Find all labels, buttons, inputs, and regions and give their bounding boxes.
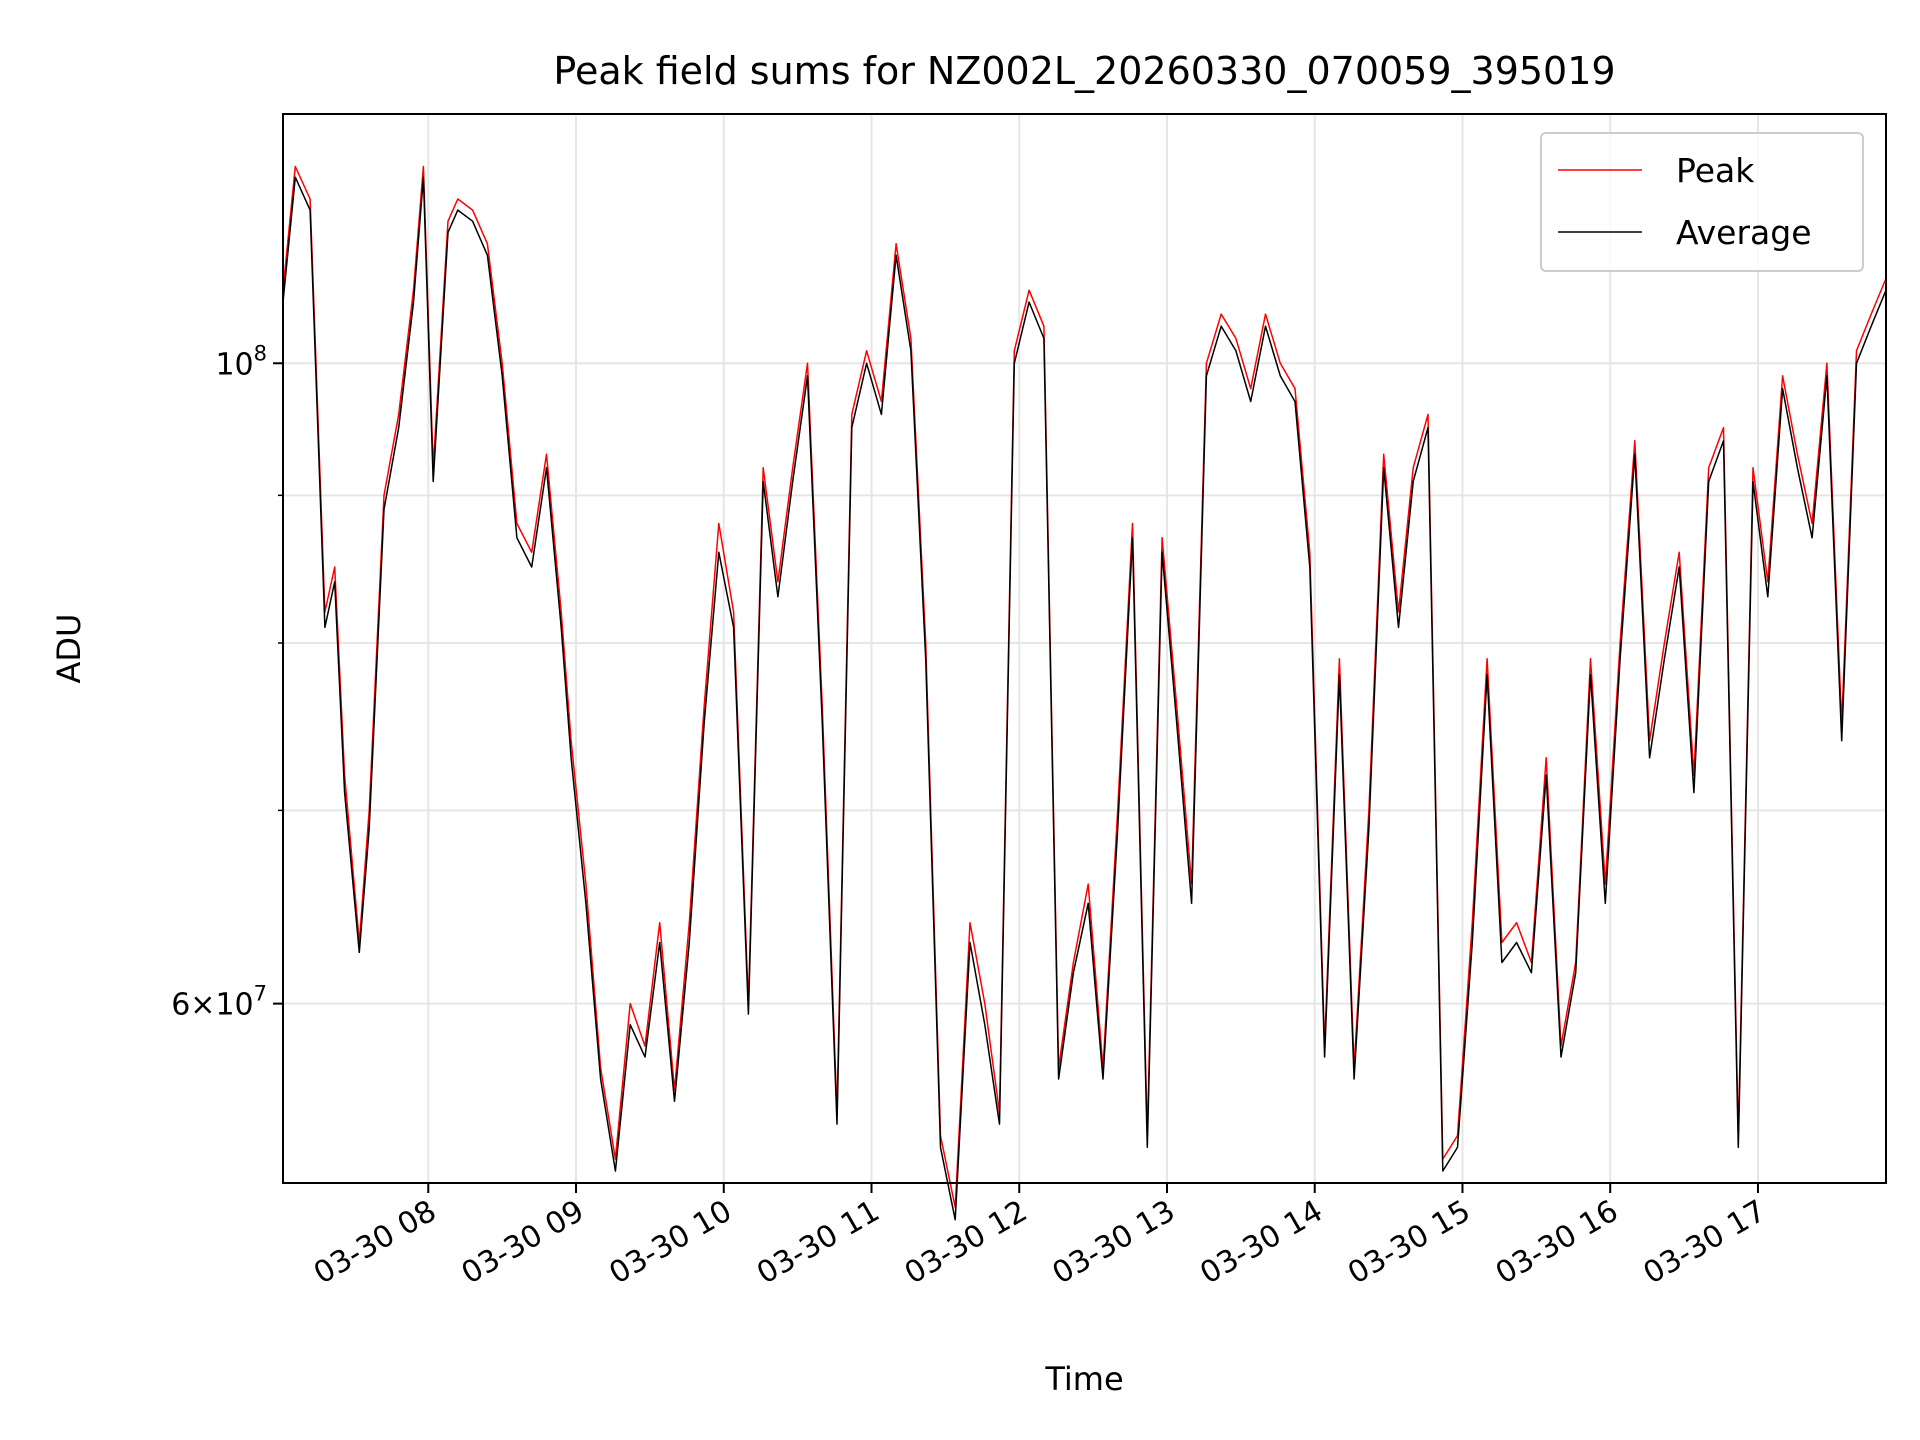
y-axis-label: ADU — [50, 614, 88, 684]
legend-label-peak: Peak — [1676, 151, 1755, 190]
legend-label-average: Average — [1676, 213, 1812, 252]
grid — [283, 114, 1886, 1183]
chart-title: Peak field sums for NZ002L_20260330_0700… — [553, 49, 1615, 93]
series-layer — [282, 165, 1887, 1221]
series-line-average — [282, 176, 1887, 1221]
y-tick-label: 6×107 — [171, 982, 267, 1023]
x-axis-label: Time — [1044, 1360, 1123, 1398]
y-tick-label: 108 — [215, 341, 267, 382]
series-line-peak — [282, 165, 1887, 1209]
legend: Peak Average — [1540, 132, 1864, 272]
plot-frame — [282, 113, 1887, 1184]
legend-box — [1540, 132, 1864, 272]
